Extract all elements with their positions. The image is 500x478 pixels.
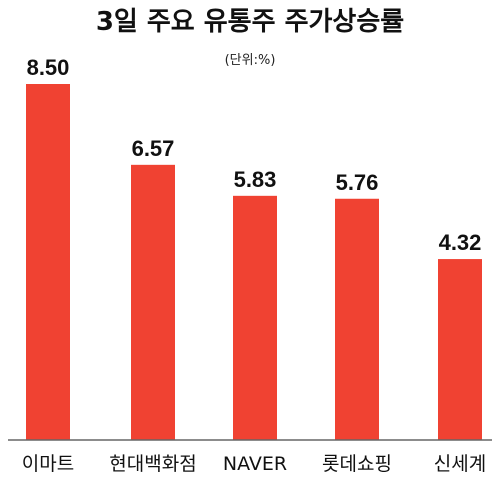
bar-2 xyxy=(233,195,277,440)
category-labels-group: 이마트 현대백화점 NAVER 롯데쇼핑 신세계 xyxy=(22,453,486,475)
category-label-2: NAVER xyxy=(223,453,287,475)
value-label-3: 5.76 xyxy=(336,170,379,195)
bars-group: 8.50 6.57 5.83 5.76 4.32 xyxy=(26,55,482,440)
category-label-3: 롯데쇼핑 xyxy=(322,453,392,475)
bar-1 xyxy=(131,164,175,440)
value-label-4: 4.32 xyxy=(439,230,482,255)
bar-0 xyxy=(26,84,70,440)
bar-3 xyxy=(335,198,379,440)
chart-subtitle: (단위:%) xyxy=(225,53,276,68)
chart-title: 3일 주요 유통주 주가상승률 xyxy=(96,7,404,37)
category-label-4: 신세계 xyxy=(434,453,486,475)
bar-4 xyxy=(438,259,482,440)
category-label-0: 이마트 xyxy=(22,453,74,475)
value-label-1: 6.57 xyxy=(132,136,175,161)
category-label-1: 현대백화점 xyxy=(109,453,196,475)
value-label-0: 8.50 xyxy=(27,55,70,80)
value-label-2: 5.83 xyxy=(234,167,277,192)
